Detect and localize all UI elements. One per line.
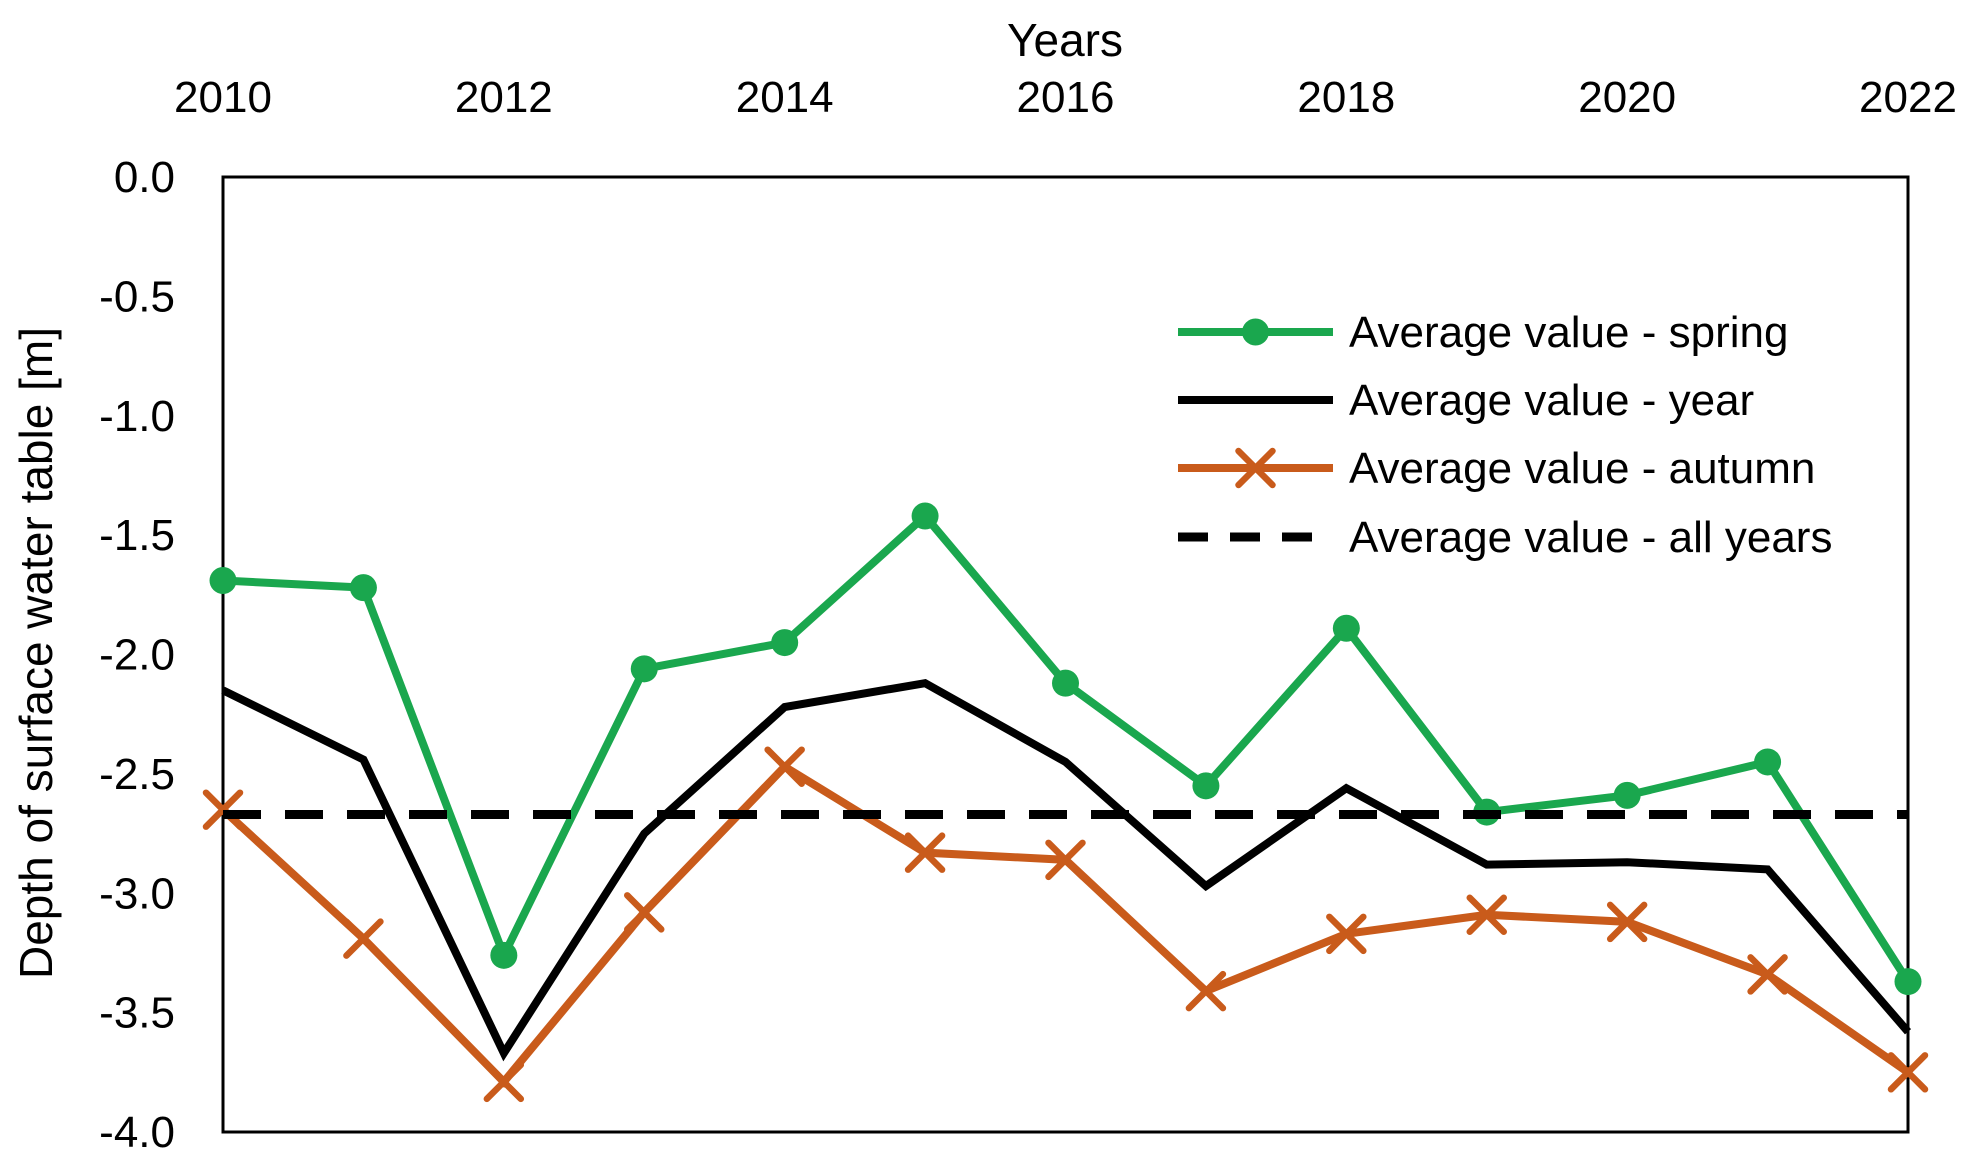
- data-point-circle: [490, 941, 518, 969]
- data-point-circle: [630, 655, 658, 683]
- legend-x-marker: [1235, 447, 1276, 489]
- y-tick-label: -3.0: [99, 869, 175, 918]
- plot-border: [221, 175, 1910, 1134]
- y-axis-label: Depth of surface water table [m]: [10, 327, 62, 979]
- y-tick-label: -0.5: [99, 272, 175, 321]
- y-tick-label: -1.0: [99, 392, 175, 441]
- data-point-x: [764, 746, 805, 787]
- data-point-circle: [1613, 781, 1641, 809]
- x-tick-label: 2016: [1017, 73, 1115, 122]
- legend-label: Average value - year: [1349, 376, 1754, 425]
- data-point-x: [904, 832, 946, 873]
- legend-circle-marker: [1242, 318, 1269, 346]
- data-point-circle: [209, 566, 237, 594]
- data-point-x: [483, 1061, 525, 1103]
- data-point-x: [202, 789, 244, 830]
- x-tick-label: 2010: [174, 73, 272, 122]
- data-point-circle: [1332, 614, 1360, 642]
- data-point-circle: [1754, 748, 1782, 776]
- data-point-circle: [911, 502, 939, 530]
- y-tick-label: -4.0: [99, 1108, 175, 1157]
- data-point-circle: [1192, 772, 1220, 800]
- x-tick-label: 2012: [455, 73, 553, 122]
- data-point-x: [1185, 970, 1227, 1012]
- data-point-x: [1326, 913, 1367, 955]
- x-tick-label: 2014: [736, 73, 834, 122]
- x-tick-label: 2020: [1578, 73, 1676, 122]
- legend-label: Average value - autumn: [1349, 444, 1815, 493]
- y-tick-label: -2.5: [99, 750, 175, 799]
- y-tick-label: -1.5: [99, 511, 175, 560]
- data-point-circle: [1052, 669, 1079, 697]
- series-line-spring: [222, 510, 1912, 984]
- x-tick-label: 2018: [1297, 73, 1395, 122]
- data-point-x: [1747, 954, 1788, 995]
- legend-label: Average value - all years: [1349, 513, 1832, 562]
- legend-label: Average value - spring: [1349, 308, 1788, 357]
- data-point-x: [1887, 1052, 1929, 1093]
- data-point-x: [1045, 839, 1086, 881]
- data-point-x: [1606, 901, 1648, 943]
- data-point-x: [1466, 894, 1507, 935]
- data-point-circle: [771, 629, 799, 657]
- data-point-x: [624, 892, 665, 933]
- data-point-x: [343, 918, 384, 959]
- data-point-circle: [1894, 968, 1922, 996]
- y-tick-label: -3.5: [99, 989, 175, 1038]
- x-axis-title: Years: [1007, 14, 1123, 66]
- series-line-year: [221, 678, 1912, 1062]
- data-point-circle: [349, 574, 377, 602]
- y-tick-label: 0.0: [114, 153, 175, 202]
- x-tick-label: 2022: [1859, 73, 1957, 122]
- y-tick-label: -2.0: [99, 631, 175, 680]
